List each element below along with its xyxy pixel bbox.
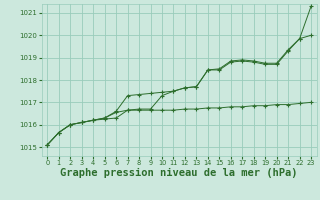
X-axis label: Graphe pression niveau de la mer (hPa): Graphe pression niveau de la mer (hPa) — [60, 168, 298, 178]
